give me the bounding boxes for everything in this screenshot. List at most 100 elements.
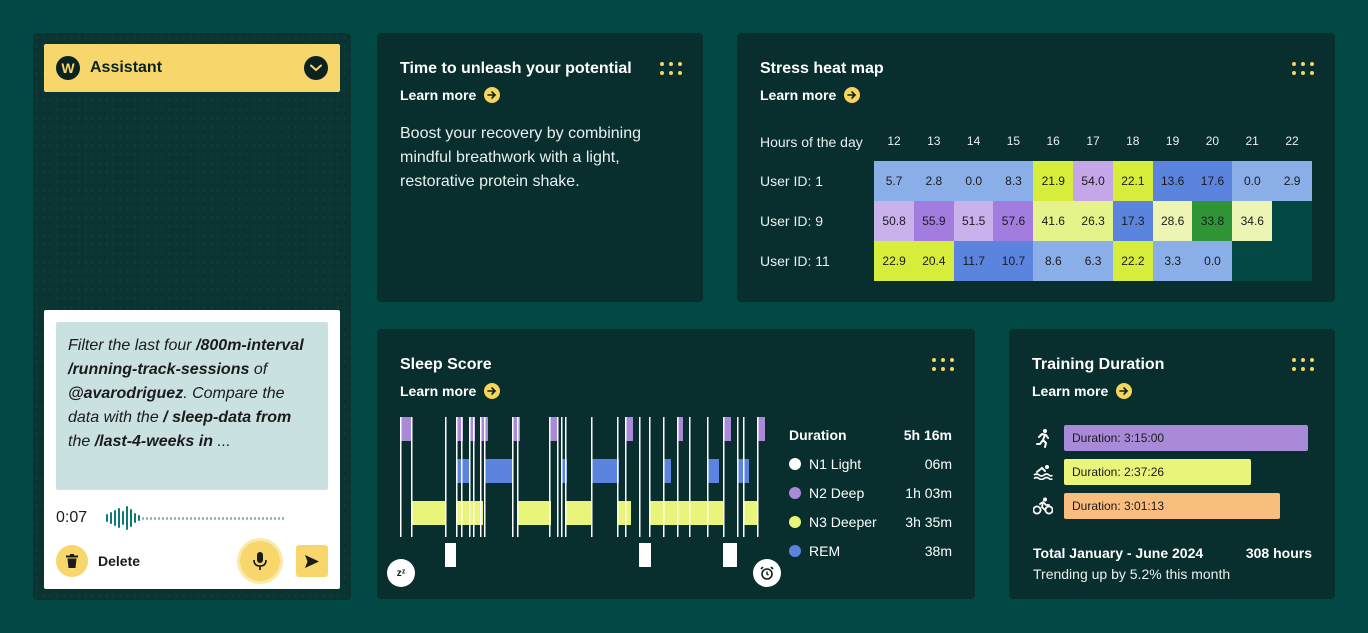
heatmap-cell: 0.0	[953, 161, 994, 201]
stage-transition-line	[473, 417, 475, 537]
stage-transition-line	[517, 417, 519, 537]
microphone-button[interactable]	[240, 541, 280, 581]
training-bar: Duration: 2:37:26	[1064, 459, 1251, 485]
heatmap-cell: 0.0	[1192, 241, 1233, 281]
training-bar: Duration: 3:01:13	[1064, 493, 1280, 519]
message-command: / sleep-data from	[163, 409, 292, 426]
waveform-bar	[198, 516, 200, 520]
learn-more-link[interactable]: Learn more	[400, 87, 501, 103]
learn-more-label[interactable]: Learn more	[1032, 383, 1109, 399]
more-options-icon[interactable]	[1292, 62, 1314, 78]
chat-composer: Filter the last four /800m-interval /run…	[44, 310, 340, 589]
stage-transition-line	[591, 417, 593, 537]
heatmap-cell: 34.6	[1232, 201, 1273, 241]
waveform-bar	[206, 516, 208, 520]
legend-label: N2 Deep	[809, 484, 865, 501]
sleep-stage-block	[512, 417, 520, 441]
sleep-stage-block	[456, 417, 463, 441]
sleep-start-icon: zᶻ	[387, 559, 415, 587]
hypnogram	[400, 417, 765, 567]
sleep-stage-block	[411, 501, 445, 525]
heatmap-cell: 17.3	[1112, 201, 1153, 241]
legend-item: N1 Light 06m	[789, 449, 952, 478]
legend-dot	[789, 486, 801, 499]
delete-label[interactable]: Delete	[98, 553, 141, 569]
legend-label: N1 Light	[809, 455, 862, 472]
heatmap-cell: 33.8	[1192, 201, 1233, 241]
sleep-stage-block	[723, 543, 737, 567]
send-icon	[305, 554, 319, 568]
stage-transition-line	[677, 417, 679, 537]
waveform-bar	[230, 516, 232, 520]
sleep-stage-block	[457, 459, 469, 483]
heatmap-cell	[1272, 241, 1313, 281]
heatmap-cell: 22.2	[1112, 241, 1153, 281]
message-command: /last-4-weeks in	[94, 433, 213, 450]
assistant-header[interactable]: W Assistant	[44, 44, 340, 92]
stage-transition-line	[445, 417, 447, 537]
cycling-icon	[1033, 497, 1059, 515]
more-options-icon[interactable]	[660, 62, 682, 78]
legend-value: 3h 35m	[905, 513, 952, 530]
stage-transition-line	[549, 417, 551, 537]
chevron-down-icon[interactable]	[304, 56, 328, 80]
sleep-stage-block	[517, 501, 551, 525]
waveform-bar	[182, 516, 184, 520]
learn-more-label[interactable]: Learn more	[760, 87, 837, 103]
heatmap-cell: 0.0	[1232, 161, 1273, 201]
waveform-bar	[186, 516, 188, 520]
learn-more-link[interactable]: Learn more	[400, 383, 501, 399]
stage-transition-line	[480, 417, 482, 537]
legend-item: N2 Deep 1h 03m	[789, 478, 952, 507]
message-text: of	[249, 361, 268, 378]
waveform-bar	[122, 511, 124, 525]
stage-transition-line	[557, 417, 559, 537]
more-options-icon[interactable]	[932, 358, 954, 374]
stage-transition-line	[689, 417, 691, 537]
sleep-score-card: Sleep Score Learn more zᶻ Duration 5h 16…	[377, 329, 975, 599]
hour-label: 14	[966, 134, 981, 148]
heatmap-cell: 13.6	[1152, 161, 1193, 201]
learn-more-link[interactable]: Learn more	[760, 87, 861, 103]
sleep-legend: Duration 5h 16m N1 Light 06m N2 Deep 1h …	[789, 420, 952, 565]
stage-transition-line	[625, 417, 627, 537]
waveform-bar	[246, 516, 248, 520]
alarm-clock-icon	[753, 559, 781, 587]
hour-label: 16	[1046, 134, 1060, 148]
assistant-logo: W	[56, 56, 80, 80]
legend-header: Duration 5h 16m	[789, 420, 952, 449]
running-icon	[1033, 428, 1059, 448]
heatmap-cell: 22.1	[1112, 161, 1153, 201]
training-duration-card: Training Duration Learn more Duration: 3…	[1009, 329, 1335, 599]
heatmap-cell: 8.3	[993, 161, 1034, 201]
waveform	[106, 506, 284, 530]
waveform-bar	[278, 516, 280, 520]
learn-more-label[interactable]: Learn more	[400, 383, 477, 399]
heatmap-cell: 17.6	[1192, 161, 1233, 201]
learn-more-link[interactable]: Learn more	[1032, 383, 1133, 399]
sleep-stage-block	[707, 459, 719, 483]
waveform-bar	[142, 516, 144, 520]
arrow-right-icon	[484, 87, 501, 103]
more-options-icon[interactable]	[1292, 358, 1314, 374]
send-button[interactable]	[296, 545, 328, 577]
stage-transition-line	[461, 417, 463, 537]
heatmap-cell: 51.5	[953, 201, 994, 241]
stage-transition-line	[400, 417, 402, 537]
waveform-bar	[170, 516, 172, 520]
arrow-right-icon	[844, 87, 861, 103]
legend-label: N3 Deeper	[809, 513, 877, 530]
waveform-bar	[106, 514, 108, 522]
learn-more-label[interactable]: Learn more	[400, 87, 477, 103]
heatmap-cell: 50.8	[874, 201, 915, 241]
assistant-title: Assistant	[90, 59, 163, 76]
heatmap-cell	[1272, 201, 1313, 241]
hour-label: 17	[1086, 134, 1100, 148]
hour-label: 13	[927, 134, 941, 148]
waveform-bar	[134, 513, 136, 523]
sleep-stage-block	[469, 417, 475, 441]
recording-time: 0:07	[56, 509, 88, 526]
hour-label: 22	[1285, 134, 1299, 148]
trend-text: Trending up by 5.2% this month	[1033, 566, 1231, 582]
delete-button[interactable]	[56, 545, 88, 577]
